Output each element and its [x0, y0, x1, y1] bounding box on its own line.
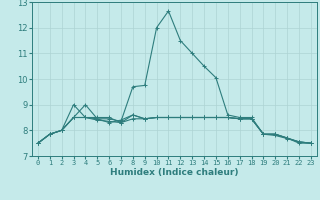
X-axis label: Humidex (Indice chaleur): Humidex (Indice chaleur): [110, 168, 239, 177]
